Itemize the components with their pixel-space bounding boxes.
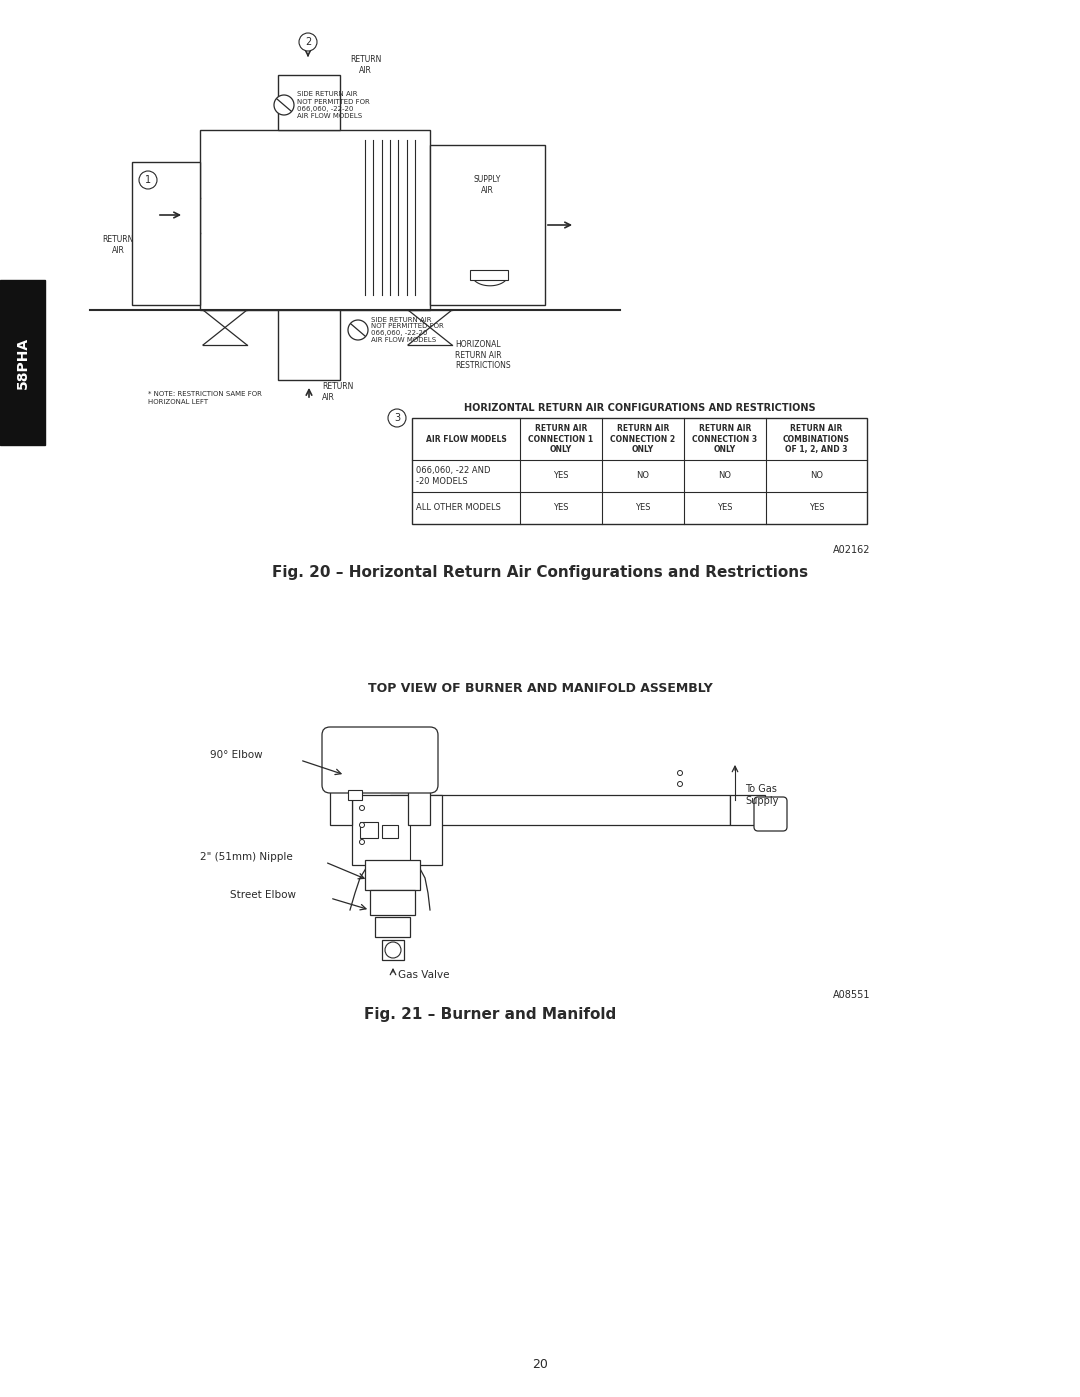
Bar	[0, 279, 45, 446]
Text: YES: YES	[809, 503, 824, 513]
Text: A02162: A02162	[833, 545, 870, 555]
Bar	[430, 145, 545, 305]
Text: RETURN AIR
CONNECTION 3
ONLY: RETURN AIR CONNECTION 3 ONLY	[692, 425, 757, 454]
Text: 58PHA: 58PHA	[15, 337, 29, 388]
Bar	[411, 418, 867, 524]
FancyBboxPatch shape	[322, 726, 438, 793]
Bar	[200, 130, 430, 310]
Text: NO: NO	[636, 472, 649, 481]
Text: NO: NO	[810, 472, 823, 481]
Text: * NOTE: RESTRICTION SAME FOR
HORIZONAL LEFT: * NOTE: RESTRICTION SAME FOR HORIZONAL L…	[148, 391, 261, 405]
Bar	[348, 789, 362, 800]
Text: 1: 1	[145, 175, 151, 184]
Text: RETURN AIR
CONNECTION 2
ONLY: RETURN AIR CONNECTION 2 ONLY	[610, 425, 676, 454]
Bar	[390, 795, 730, 826]
Bar	[360, 821, 378, 838]
Bar	[375, 916, 410, 937]
Text: RETURN
AIR: RETURN AIR	[322, 383, 353, 402]
Text: YES: YES	[717, 503, 732, 513]
Circle shape	[360, 806, 365, 810]
Text: YES: YES	[553, 472, 569, 481]
Bar	[278, 75, 340, 130]
Text: RETURN
AIR: RETURN AIR	[103, 235, 134, 254]
Text: 90° Elbow: 90° Elbow	[210, 750, 262, 760]
Text: AIR FLOW MODELS: AIR FLOW MODELS	[426, 434, 507, 443]
Text: HORIZONTAL RETURN AIR CONFIGURATIONS AND RESTRICTIONS: HORIZONTAL RETURN AIR CONFIGURATIONS AND…	[463, 402, 815, 414]
Circle shape	[677, 781, 683, 787]
Circle shape	[384, 942, 401, 958]
Bar	[278, 310, 340, 380]
Text: YES: YES	[635, 503, 651, 513]
Circle shape	[139, 170, 157, 189]
Bar	[330, 775, 352, 826]
FancyBboxPatch shape	[754, 798, 787, 831]
Circle shape	[299, 34, 318, 52]
Text: A08551: A08551	[833, 990, 870, 1000]
Bar	[470, 270, 508, 279]
Text: HORIZONAL
RETURN AIR
RESTRICTIONS: HORIZONAL RETURN AIR RESTRICTIONS	[455, 339, 511, 370]
Circle shape	[360, 823, 365, 827]
Text: SIDE RETURN AIR
NOT PERMITTED FOR
066,060, -22-20
AIR FLOW MODELS: SIDE RETURN AIR NOT PERMITTED FOR 066,06…	[372, 317, 444, 344]
Text: RETURN AIR
COMBINATIONS
OF 1, 2, AND 3: RETURN AIR COMBINATIONS OF 1, 2, AND 3	[783, 425, 850, 454]
Text: YES: YES	[553, 503, 569, 513]
Text: SIDE RETURN AIR
NOT PERMITTED FOR
066,060, -22-20
AIR FLOW MODELS: SIDE RETURN AIR NOT PERMITTED FOR 066,06…	[297, 91, 369, 119]
Text: 2: 2	[305, 36, 311, 47]
Circle shape	[348, 320, 368, 339]
Text: ALL OTHER MODELS: ALL OTHER MODELS	[416, 503, 501, 513]
Text: RETURN AIR
CONNECTION 1
ONLY: RETURN AIR CONNECTION 1 ONLY	[528, 425, 594, 454]
Bar	[382, 826, 399, 838]
Circle shape	[360, 840, 365, 845]
Bar	[352, 795, 442, 865]
Text: NO: NO	[718, 472, 731, 481]
Text: RETURN
AIR: RETURN AIR	[350, 56, 381, 74]
Bar	[370, 890, 415, 915]
Text: Fig. 21 – Burner and Manifold: Fig. 21 – Burner and Manifold	[364, 1007, 616, 1023]
Text: Fig. 20 – Horizontal Return Air Configurations and Restrictions: Fig. 20 – Horizontal Return Air Configur…	[272, 564, 808, 580]
Text: TOP VIEW OF BURNER AND MANIFOLD ASSEMBLY: TOP VIEW OF BURNER AND MANIFOLD ASSEMBLY	[367, 682, 713, 694]
Text: Gas Valve: Gas Valve	[399, 970, 449, 981]
Bar	[132, 162, 200, 305]
Bar	[365, 861, 420, 890]
Text: To Gas
Supply: To Gas Supply	[745, 784, 779, 806]
Text: 20: 20	[532, 1358, 548, 1372]
Bar	[382, 940, 404, 960]
Circle shape	[274, 95, 294, 115]
Bar	[730, 795, 765, 826]
Circle shape	[677, 771, 683, 775]
Circle shape	[388, 409, 406, 427]
Text: Street Elbow: Street Elbow	[230, 890, 296, 900]
Text: 066,060, -22 AND
-20 MODELS: 066,060, -22 AND -20 MODELS	[416, 467, 490, 486]
Text: 2" (51mm) Nipple: 2" (51mm) Nipple	[200, 852, 293, 862]
Text: SUPPLY
AIR: SUPPLY AIR	[474, 175, 501, 194]
Bar	[408, 775, 430, 826]
Text: 3: 3	[394, 414, 400, 423]
